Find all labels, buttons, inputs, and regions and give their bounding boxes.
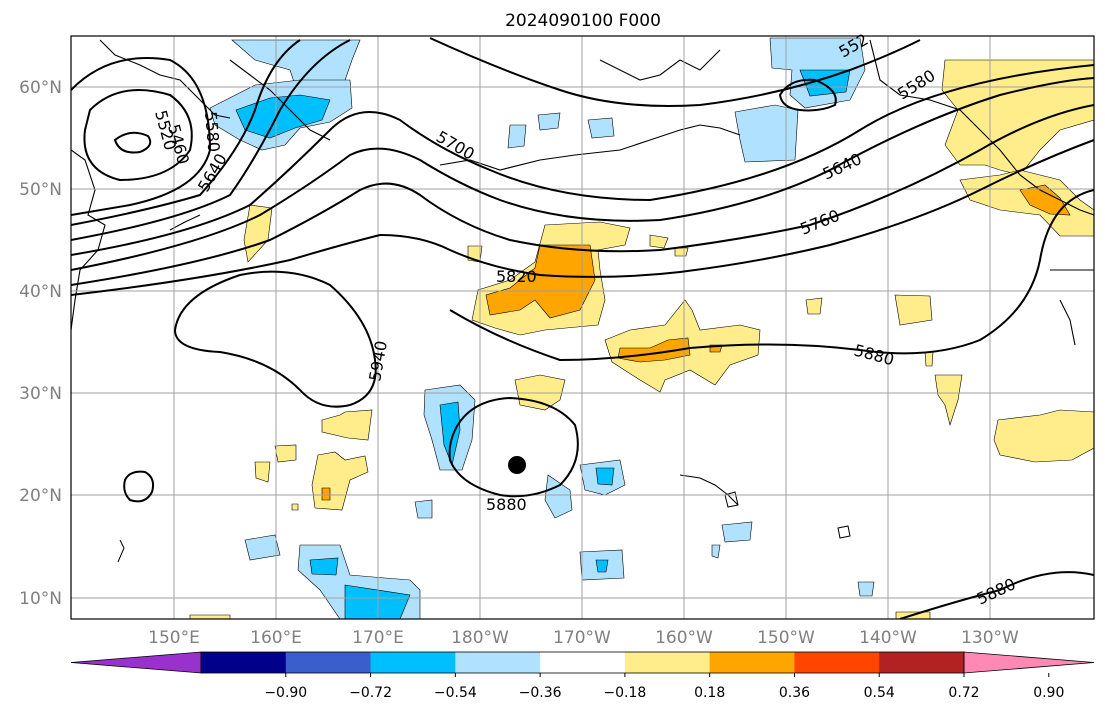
lon-label: 150°E	[148, 628, 200, 648]
contour-label: 5820	[496, 267, 537, 286]
lat-label: 40°N	[19, 282, 62, 302]
colorbar-segment	[879, 652, 965, 673]
contour-low-1	[113, 131, 152, 154]
lat-label: 20°N	[19, 486, 62, 506]
contour-label: 5580	[201, 111, 223, 153]
lat-label: 10°N	[19, 589, 62, 609]
colorbar-tick-label: −0.18	[603, 685, 646, 701]
contour-alaska-low	[778, 78, 837, 112]
lon-label: 160°E	[250, 628, 302, 648]
contour-5520	[71, 57, 212, 216]
colorbar-segment	[455, 652, 541, 673]
lat-label: 60°N	[19, 78, 62, 98]
contour-5640b	[71, 77, 1094, 271]
contour-5940	[173, 270, 377, 408]
colorbar-tick-label: 0.90	[1033, 685, 1064, 701]
colorbar-segment	[370, 652, 456, 673]
colorbar-segment	[201, 652, 287, 673]
colorbar-segment	[540, 652, 626, 673]
map-frame	[70, 35, 1095, 620]
colorbar-tick-label: 0.18	[694, 685, 725, 701]
colorbar-segment	[794, 652, 880, 673]
lon-label: 170°E	[352, 628, 404, 648]
gridlines	[71, 36, 1094, 619]
colorbar-tick-label: −0.90	[264, 685, 307, 701]
lon-label: 180°W	[451, 628, 509, 648]
colorbar-tick-label: 0.54	[864, 685, 895, 701]
colorbar-tick-label: −0.36	[519, 685, 562, 701]
lon-label: 160°W	[655, 628, 713, 648]
colorbar-tick-label: −0.72	[349, 685, 392, 701]
colorbar-segment	[624, 652, 711, 673]
colorbar-tick-label: 0.36	[779, 685, 810, 701]
storm-center-dot	[508, 456, 526, 474]
height-contours	[71, 37, 1094, 619]
islands	[117, 491, 851, 563]
contour-label: 5880	[486, 495, 527, 514]
lon-label: 170°W	[553, 628, 611, 648]
colorbar-segment	[709, 652, 795, 673]
lon-label: 140°W	[859, 628, 917, 648]
contour-5880-small	[123, 470, 155, 503]
negative-shading	[209, 37, 875, 619]
colorbar-outline	[200, 651, 965, 674]
contour-5580a	[71, 39, 301, 226]
contour-5820	[71, 139, 1094, 296]
contour-5700	[71, 64, 1094, 256]
contour-5880-closed	[448, 396, 579, 498]
map-title: 2024090100 F000	[505, 11, 661, 31]
colorbar-tick-label: 0.72	[948, 685, 979, 701]
lon-labels: 150°E 160°E 170°E 180°W 170°W 160°W 150°…	[148, 628, 1019, 648]
lon-label: 150°W	[757, 628, 815, 648]
colorbar: −0.90 −0.72 −0.54 −0.36 −0.18 0.18 0.36 0.54 0.7…	[70, 651, 1095, 701]
colorbar-extend-high	[963, 651, 1095, 674]
colorbar-extend-low	[70, 651, 202, 674]
colorbar-segment	[285, 652, 372, 673]
contour-5640a	[71, 39, 351, 241]
contour-5880	[449, 189, 1094, 362]
contour-low-2	[83, 89, 193, 182]
contour-5880-se	[899, 571, 1094, 619]
contour-5760	[71, 104, 1094, 286]
lat-labels: 60°N 50°N 40°N 30°N 20°N 10°N	[19, 78, 62, 609]
lat-label: 30°N	[19, 384, 62, 404]
lat-label: 50°N	[19, 180, 62, 200]
colorbar-tick-label: −0.54	[434, 685, 477, 701]
lon-label: 130°W	[961, 628, 1019, 648]
contour-5580b	[429, 37, 921, 107]
